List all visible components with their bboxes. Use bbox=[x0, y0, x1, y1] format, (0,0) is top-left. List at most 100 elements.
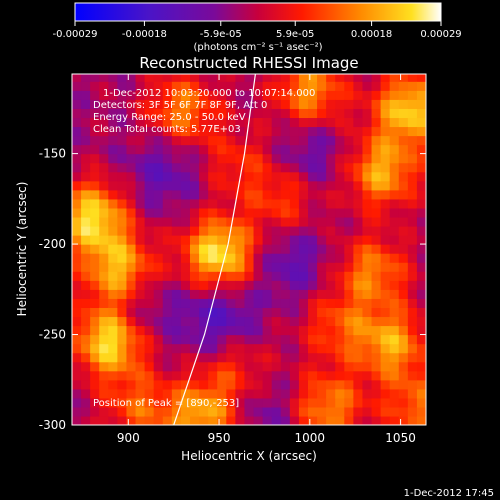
heatmap-cell bbox=[262, 216, 273, 227]
heatmap-cell bbox=[308, 307, 318, 318]
heatmap-cell bbox=[317, 343, 327, 354]
heatmap-cell bbox=[208, 81, 218, 91]
heatmap-cell bbox=[262, 406, 273, 417]
heatmap-pixels bbox=[72, 74, 426, 425]
heatmap-cell bbox=[226, 289, 236, 299]
heatmap-cell bbox=[308, 216, 318, 227]
heatmap-cell bbox=[353, 153, 364, 164]
heatmap-cell bbox=[144, 189, 155, 200]
heatmap-cell bbox=[153, 298, 164, 308]
heatmap-cell bbox=[280, 99, 291, 109]
heatmap-cell bbox=[126, 262, 137, 272]
heatmap-cell bbox=[153, 343, 164, 354]
heatmap-cell bbox=[380, 379, 391, 390]
heatmap-cell bbox=[244, 280, 255, 290]
heatmap-cell bbox=[235, 153, 246, 164]
heatmap-cell bbox=[353, 244, 364, 254]
heatmap-cell bbox=[108, 298, 118, 308]
heatmap-cell bbox=[99, 325, 109, 336]
heatmap-cell bbox=[317, 126, 327, 137]
heatmap-cell bbox=[326, 207, 336, 218]
heatmap-cell bbox=[99, 280, 109, 290]
heatmap-cell bbox=[344, 171, 354, 182]
heatmap-cell bbox=[199, 153, 209, 164]
heatmap-cell bbox=[235, 388, 246, 399]
heatmap-cell bbox=[108, 99, 118, 109]
heatmap-cell bbox=[126, 207, 137, 218]
heatmap-cell bbox=[362, 180, 373, 191]
heatmap-cell bbox=[317, 162, 327, 173]
heatmap-cell bbox=[353, 253, 364, 263]
heatmap-cell bbox=[162, 334, 173, 345]
heatmap-cell bbox=[335, 397, 345, 408]
heatmap-cell bbox=[298, 334, 309, 345]
heatmap-cell bbox=[289, 189, 300, 200]
heatmap-cell bbox=[371, 171, 382, 182]
heatmap-cell bbox=[362, 74, 373, 82]
heatmap-cell bbox=[289, 81, 300, 91]
heatmap-cell bbox=[153, 271, 164, 281]
heatmap-cell bbox=[117, 316, 128, 327]
heatmap-cell bbox=[335, 198, 345, 209]
heatmap-cell bbox=[90, 189, 100, 200]
heatmap-cell bbox=[180, 253, 191, 263]
heatmap-cell bbox=[171, 126, 182, 137]
heatmap-cell bbox=[317, 153, 327, 164]
heatmap-cell bbox=[217, 207, 227, 218]
heatmap-cell bbox=[90, 352, 100, 363]
heatmap-cell bbox=[407, 316, 418, 327]
heatmap-cell bbox=[108, 343, 118, 354]
heatmap-cell bbox=[416, 415, 426, 425]
heatmap-cell bbox=[362, 415, 373, 425]
solar-limb-line bbox=[173, 74, 256, 425]
heatmap-cell bbox=[162, 298, 173, 308]
heatmap-cell bbox=[135, 74, 146, 82]
heatmap-cell bbox=[389, 307, 400, 318]
heatmap-cell bbox=[271, 135, 282, 146]
heatmap-cell bbox=[180, 216, 191, 227]
heatmap-cell bbox=[81, 126, 91, 137]
y-tick-label: -200 bbox=[39, 237, 66, 251]
heatmap-cell bbox=[126, 180, 137, 191]
heatmap-cell bbox=[244, 216, 255, 227]
heatmap-cell bbox=[353, 271, 364, 281]
heatmap-cell bbox=[308, 343, 318, 354]
heatmap-cell bbox=[326, 117, 336, 128]
heatmap-cell bbox=[117, 99, 128, 109]
heatmap-cell bbox=[208, 198, 218, 209]
heatmap-cell bbox=[208, 334, 218, 345]
annotation-time: 1-Dec-2012 10:03:20.000 to 10:07:14.000 bbox=[103, 88, 315, 99]
heatmap-cell bbox=[398, 99, 409, 109]
heatmap-cell bbox=[135, 244, 146, 254]
heatmap-cell bbox=[326, 406, 336, 417]
heatmap-cell bbox=[135, 370, 146, 381]
heatmap-cell bbox=[308, 99, 318, 109]
heatmap-cell bbox=[262, 388, 273, 399]
heatmap-cell bbox=[280, 388, 291, 399]
heatmap-cell bbox=[144, 280, 155, 290]
heatmap-cell bbox=[108, 379, 118, 390]
heatmap-cell bbox=[199, 343, 209, 354]
heatmap-cell bbox=[389, 343, 400, 354]
heatmap-cell bbox=[217, 370, 227, 381]
heatmap-cell bbox=[335, 235, 345, 245]
heatmap-cell bbox=[153, 415, 164, 425]
heatmap-cell bbox=[308, 180, 318, 191]
heatmap-cell bbox=[208, 361, 218, 372]
heatmap-cell bbox=[416, 280, 426, 290]
heatmap-cell bbox=[253, 225, 264, 236]
heatmap-cell bbox=[280, 144, 291, 155]
heatmap-cell bbox=[217, 235, 227, 245]
heatmap-cell bbox=[362, 397, 373, 408]
heatmap-cell bbox=[335, 225, 345, 236]
heatmap-cell bbox=[117, 289, 128, 299]
heatmap-cell bbox=[353, 262, 364, 272]
heatmap-cell bbox=[72, 153, 82, 164]
heatmap-cell bbox=[389, 316, 400, 327]
heatmap-cell bbox=[135, 117, 146, 128]
heatmap-cell bbox=[289, 352, 300, 363]
heatmap-cell bbox=[162, 253, 173, 263]
heatmap-cell bbox=[226, 162, 236, 173]
heatmap-cell bbox=[344, 207, 354, 218]
heatmap-cell bbox=[226, 388, 236, 399]
